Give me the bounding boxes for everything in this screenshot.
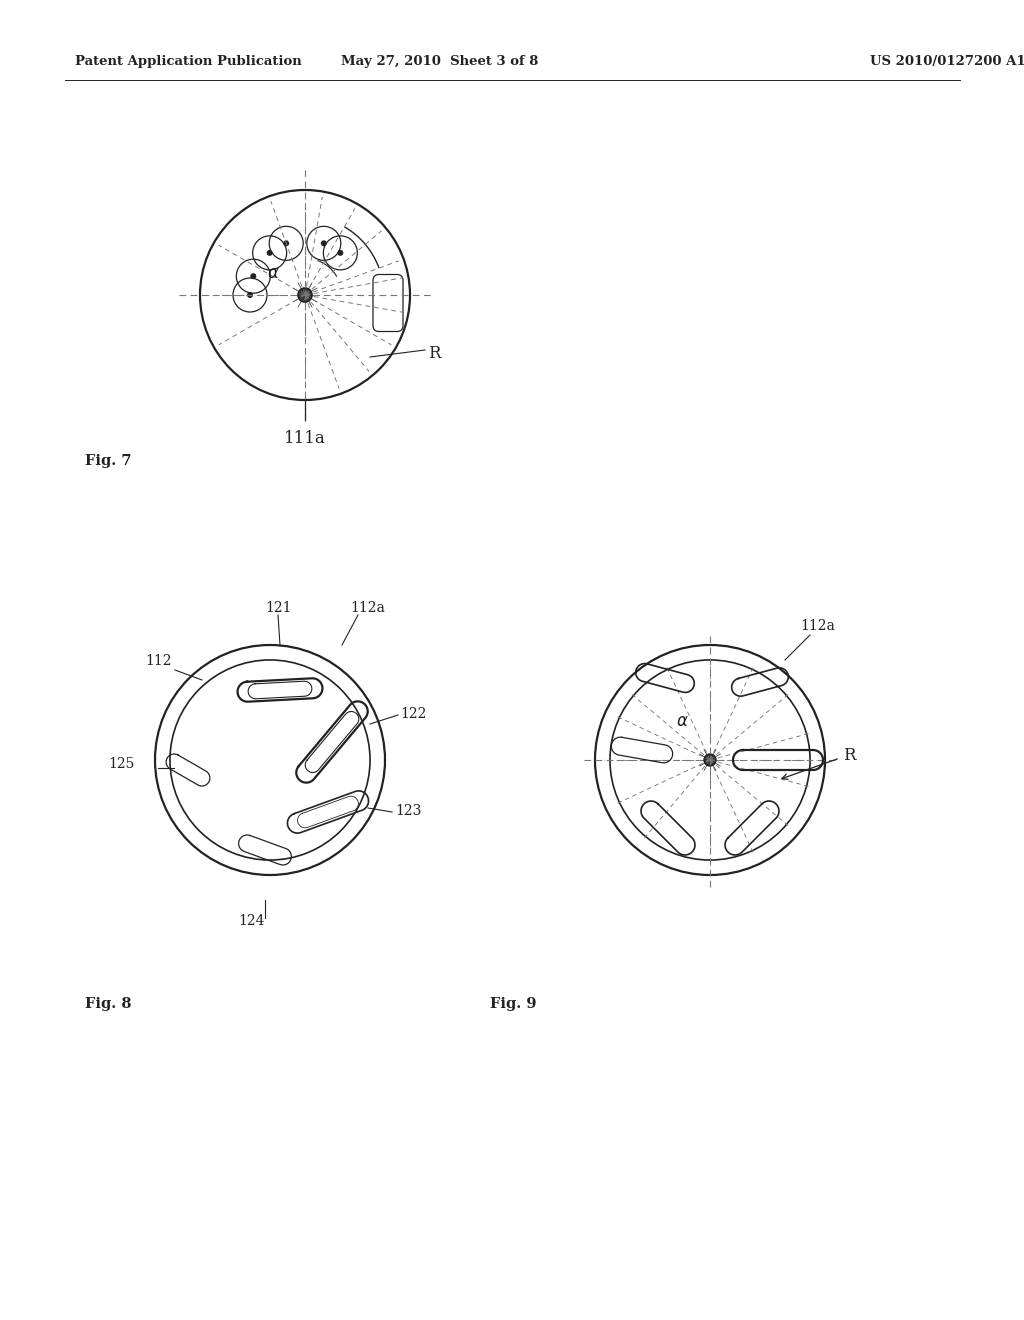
Text: 112: 112: [145, 653, 171, 668]
Text: US 2010/0127200 A1: US 2010/0127200 A1: [870, 55, 1024, 69]
Text: 123: 123: [395, 804, 421, 818]
Text: $\alpha$: $\alpha$: [676, 714, 688, 730]
Text: 112a: 112a: [800, 619, 835, 634]
Text: Fig. 9: Fig. 9: [490, 997, 537, 1011]
Circle shape: [298, 288, 312, 302]
Text: May 27, 2010  Sheet 3 of 8: May 27, 2010 Sheet 3 of 8: [341, 55, 539, 69]
Circle shape: [705, 754, 716, 766]
Text: Patent Application Publication: Patent Application Publication: [75, 55, 302, 69]
Circle shape: [284, 240, 289, 247]
Circle shape: [247, 292, 253, 298]
Circle shape: [321, 240, 327, 247]
Circle shape: [266, 249, 272, 256]
Text: 111a: 111a: [284, 430, 326, 447]
Text: 122: 122: [400, 708, 426, 721]
Circle shape: [250, 273, 256, 280]
Text: 124: 124: [238, 913, 264, 928]
Text: R: R: [428, 345, 440, 362]
Circle shape: [337, 249, 343, 256]
Text: 112a: 112a: [350, 601, 385, 615]
Text: $\alpha$: $\alpha$: [266, 264, 280, 281]
Text: R: R: [843, 747, 855, 763]
Text: Fig. 7: Fig. 7: [85, 454, 131, 469]
Text: Fig. 8: Fig. 8: [85, 997, 131, 1011]
Text: 121: 121: [265, 601, 292, 615]
Text: 125: 125: [108, 756, 134, 771]
